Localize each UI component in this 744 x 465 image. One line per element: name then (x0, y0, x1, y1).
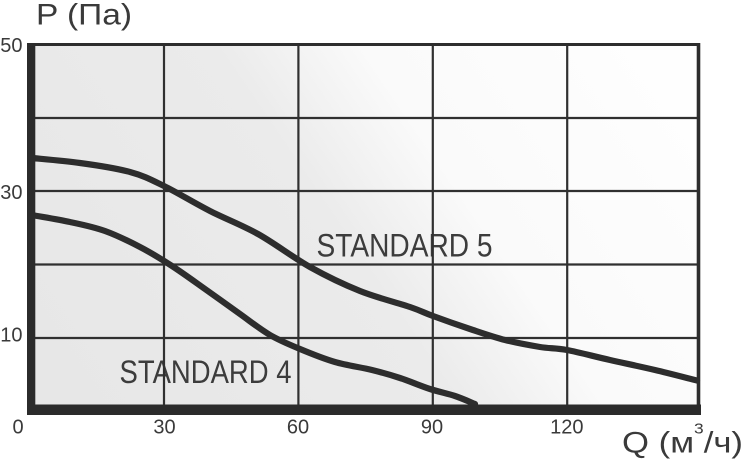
svg-text:STANDARD 5: STANDARD 5 (317, 227, 493, 263)
svg-text:30: 30 (0, 182, 22, 204)
svg-text:30: 30 (153, 416, 175, 438)
svg-text:0: 0 (12, 416, 23, 438)
svg-text:STANDARD 4: STANDARD 4 (120, 354, 292, 390)
svg-text:50: 50 (0, 35, 22, 57)
svg-text:120: 120 (550, 416, 583, 438)
svg-text:90: 90 (421, 416, 443, 438)
svg-text:60: 60 (287, 416, 309, 438)
svg-text:Q (м3/ч): Q (м 3/ч) (622, 420, 743, 459)
svg-text:P (Па): P (Па) (36, 0, 132, 32)
svg-text:10: 10 (0, 325, 22, 347)
